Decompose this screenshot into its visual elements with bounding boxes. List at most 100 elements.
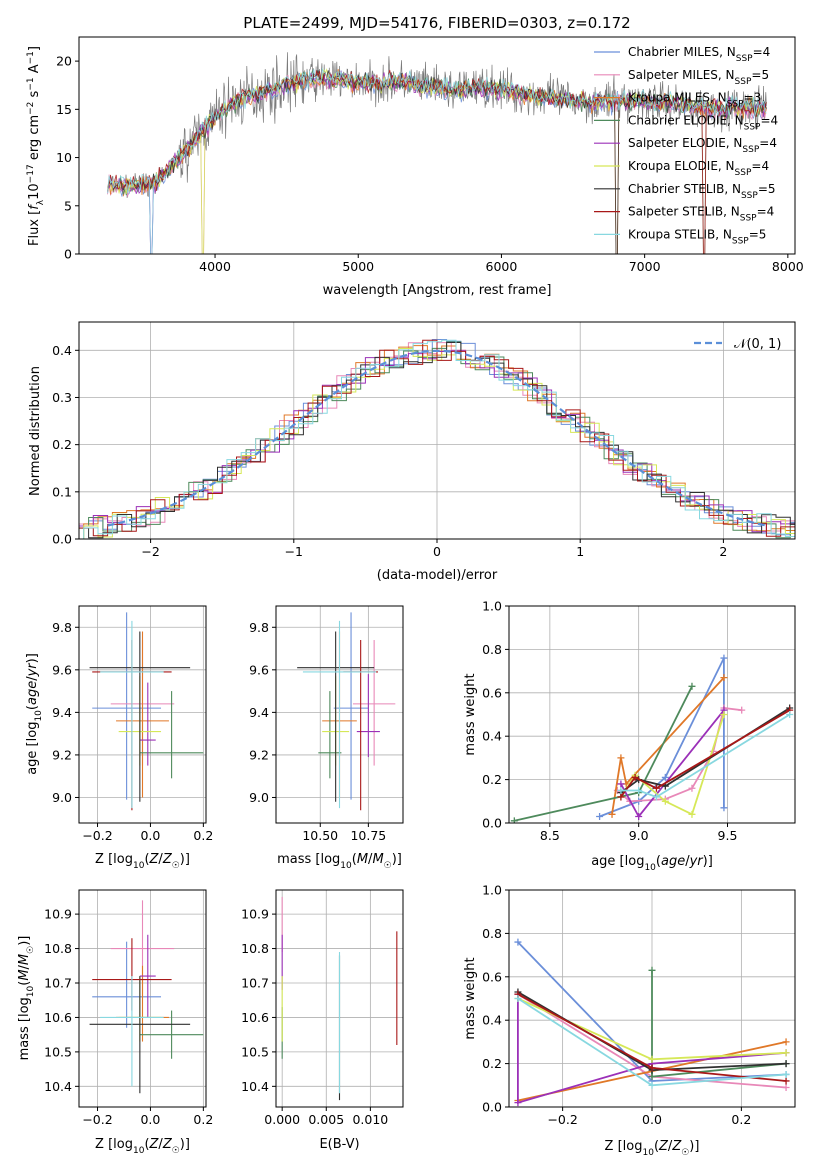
plot-content (297, 612, 396, 811)
axes-spectrum: 4000 5000 6000 7000 8000 0 5 10 15 20 Chabrier MIL… (56, 36, 804, 274)
x-axis-label: Z [log10(Z/Z☉)] (605, 1139, 700, 1158)
normal-curve (107, 349, 767, 527)
weight-marker (514, 1099, 522, 1107)
x-tick-label: 10.75 (350, 828, 386, 843)
y-tick-label: 10.8 (241, 941, 269, 956)
y-tick-label: 9.8 (249, 620, 269, 635)
weight-marker (720, 654, 728, 662)
weight-marker (688, 784, 696, 792)
axes-z_weight: −0.2 0.0 0.2 0.0 0.2 0.4 0.6 0.8 1.0 (482, 883, 796, 1127)
plot-content (89, 900, 204, 1094)
weight-marker (635, 786, 643, 794)
weight-marker (648, 1081, 656, 1089)
axes-age_weight: 8.5 9.0 9.5 0.0 0.2 0.4 0.6 0.8 1.0 (482, 599, 796, 843)
x-tick-label: 0.010 (352, 1112, 388, 1127)
y-tick-label: 10.6 (44, 1010, 72, 1025)
x-tick-label: 0.2 (193, 828, 213, 843)
x-tick-label: 0.2 (193, 1112, 213, 1127)
x-tick-label: 9.0 (629, 828, 649, 843)
weight-line (611, 676, 725, 815)
axes-frame (78, 36, 796, 255)
weight-marker (617, 786, 625, 794)
y-tick-label: 1.0 (482, 599, 502, 614)
x-tick-label: 9.5 (718, 828, 738, 843)
weight-marker (782, 1060, 790, 1068)
weight-line (620, 709, 791, 798)
y-tick-label: 10.4 (44, 1079, 72, 1094)
x-tick-label: 4000 (199, 259, 231, 274)
x-tick-label: 5000 (342, 259, 374, 274)
weight-marker (648, 1055, 656, 1063)
y-tick-label: 9.4 (52, 705, 72, 720)
y-tick-label: 0.0 (482, 816, 502, 831)
legend-entry-label: Chabrier MILES, NSSP=4 (628, 45, 770, 64)
x-tick-label: 2 (719, 544, 727, 559)
y-tick-label: 0.4 (482, 729, 502, 744)
spectrum-model-line (107, 67, 767, 254)
weight-marker (782, 1083, 790, 1091)
axes-frame (78, 889, 207, 1108)
histogram-step (79, 339, 795, 539)
x-tick-label: 0.0 (140, 1112, 160, 1127)
y-tick-label: 0.8 (482, 642, 502, 657)
y-tick-label: 20 (56, 54, 72, 69)
y-tick-label: 0.3 (52, 390, 72, 405)
y-tick-label: 10.9 (44, 907, 72, 922)
weight-marker (514, 938, 522, 946)
y-tick-label: 9.0 (52, 790, 72, 805)
y-tick-label: 0.1 (52, 484, 72, 499)
y-tick-label: 9.4 (249, 705, 269, 720)
weight-marker (608, 810, 616, 818)
weight-marker (596, 812, 604, 820)
weight-marker (782, 1077, 790, 1085)
y-tick-label: 5 (64, 198, 72, 213)
y-tick-label: 10.8 (44, 941, 72, 956)
y-tick-label: 9.2 (249, 747, 269, 762)
spectrum-legend: Chabrier MILES, NSSP=4 Salpeter MILES, NS… (594, 45, 778, 246)
y-tick-label: 9.8 (52, 620, 72, 635)
weight-marker (652, 784, 660, 792)
y-tick-label: 10.9 (241, 907, 269, 922)
plot-content (79, 339, 795, 539)
x-tick-label: 0.000 (264, 1112, 300, 1127)
y-axis-label: mass weight (463, 673, 478, 755)
y-axis-label: age [log10(age/yr)] (25, 653, 44, 775)
plot-content (107, 52, 767, 254)
x-tick-label: 6000 (486, 259, 518, 274)
x-tick-label: −2 (141, 544, 159, 559)
weight-marker (652, 793, 660, 801)
weight-marker (720, 711, 728, 718)
y-tick-label: 9.6 (249, 662, 269, 677)
y-tick-label: 0 (64, 247, 72, 262)
y-tick-label: 10.4 (241, 1079, 269, 1094)
y-tick-label: 10.5 (44, 1044, 72, 1059)
x-tick-label: 0.0 (140, 828, 160, 843)
weight-marker (688, 810, 696, 818)
axes-frame (508, 605, 796, 824)
y-tick-label: 0.6 (482, 685, 502, 700)
x-tick-label: −0.2 (82, 828, 112, 843)
plot-content (514, 938, 790, 1107)
weight-marker (688, 682, 696, 690)
x-axis-label: Z [log10(Z/Z☉)] (95, 1137, 190, 1156)
axes-frame (275, 889, 404, 1108)
plot-content (89, 612, 204, 811)
x-tick-label: −0.2 (82, 1112, 112, 1127)
x-axis-label: (data-model)/error (377, 568, 498, 583)
weight-marker (514, 995, 522, 1002)
x-tick-label: 7000 (629, 259, 661, 274)
axes-frame (78, 605, 207, 824)
x-axis-label: mass [log10(M/M☉)] (277, 852, 402, 871)
axes-z_age: −0.2 0.0 0.2 9.0 9.2 9.4 9.6 9.8 (52, 605, 213, 843)
x-tick-label: 0.005 (308, 1112, 344, 1127)
y-tick-label: 9.6 (52, 662, 72, 677)
axes-frame (275, 605, 404, 824)
legend-entry-label: Chabrier ELODIE, NSSP=4 (628, 113, 778, 132)
x-tick-label: 0.2 (731, 1112, 751, 1127)
y-tick-label: 15 (56, 102, 72, 117)
y-tick-label: 0.4 (52, 343, 72, 358)
figure-title: PLATE=2499, MJD=54176, FIBERID=0303, z=0… (243, 14, 630, 32)
x-tick-label: 1 (576, 544, 584, 559)
y-axis-label: Flux [fλ10−17 erg cm−2 s−1 A−1] (26, 46, 46, 246)
axes-z_mass: −0.2 0.0 0.2 10.4 10.5 10.6 10.7 10.8 10.9 (44, 889, 213, 1127)
